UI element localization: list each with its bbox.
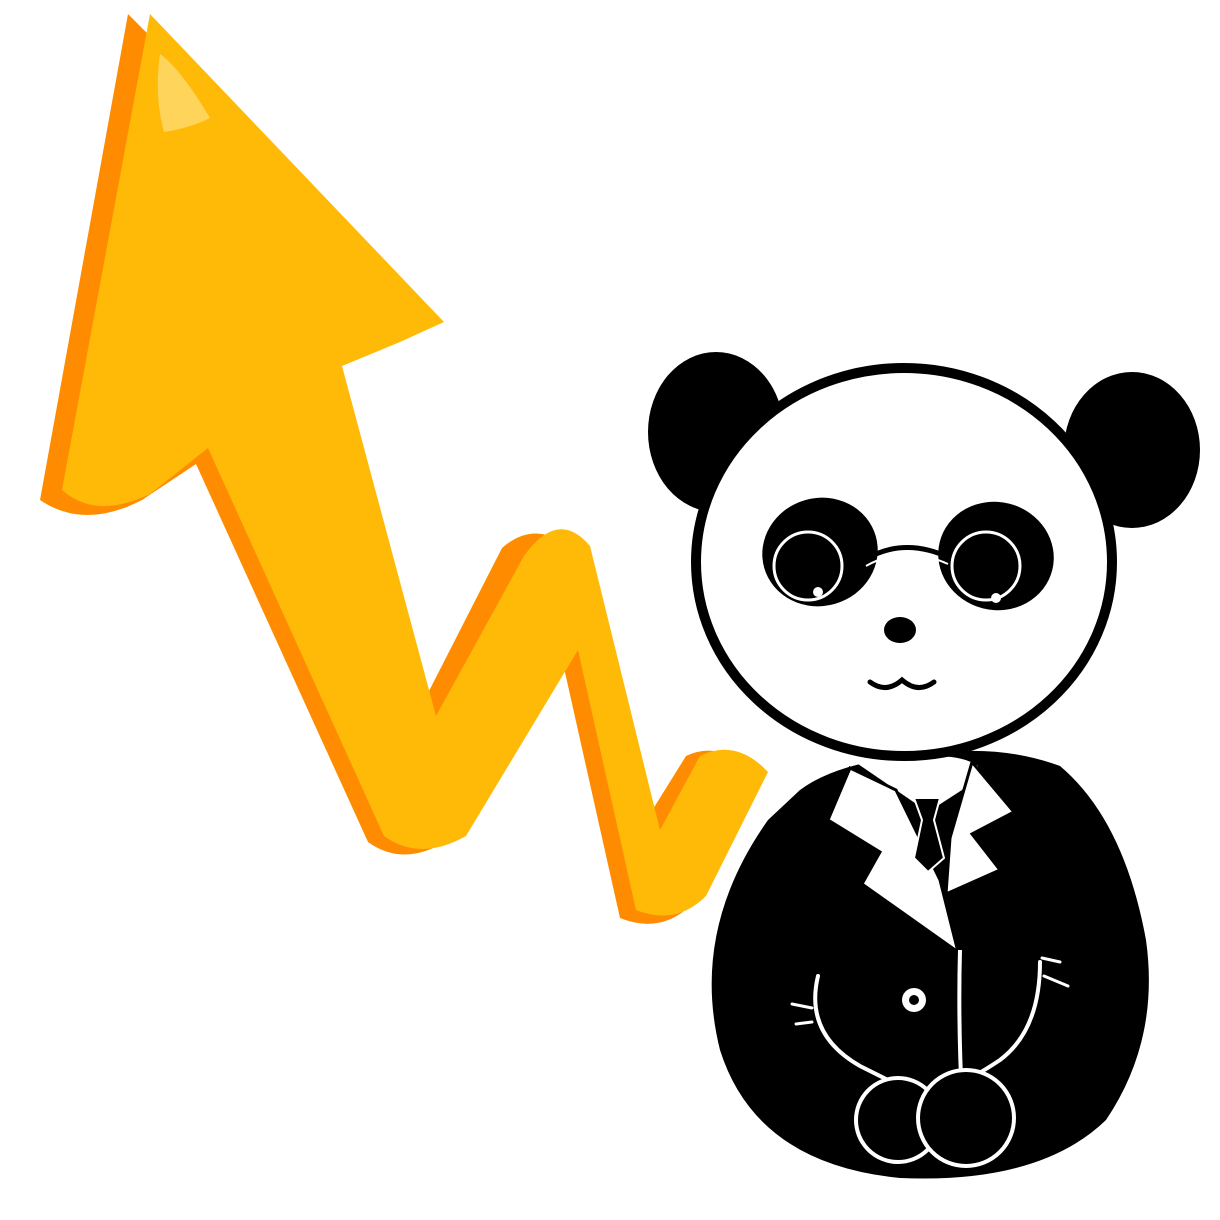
left-arm-cuff bbox=[790, 1002, 814, 1026]
right-paw bbox=[916, 1068, 1016, 1168]
right-glasses-lens bbox=[950, 530, 1022, 602]
arrow-highlight bbox=[157, 54, 210, 132]
tie bbox=[912, 797, 946, 874]
panda-head bbox=[691, 363, 1117, 761]
head-outline bbox=[691, 363, 1117, 761]
panda bbox=[648, 352, 1200, 1179]
panda-mouth bbox=[867, 676, 937, 690]
rising-arrow bbox=[40, 14, 768, 924]
suit-jacket bbox=[711, 750, 1149, 1179]
left-glasses-lens bbox=[772, 530, 844, 602]
panda-suit bbox=[711, 750, 1149, 1179]
panda-nose bbox=[884, 617, 916, 643]
left-lapel bbox=[826, 765, 961, 956]
right-arm-cuff bbox=[1040, 956, 1070, 988]
right-eye-patch bbox=[938, 501, 1054, 611]
right-lapel bbox=[944, 758, 1017, 897]
arrow-body bbox=[62, 14, 768, 916]
glasses-bridge-inner bbox=[865, 553, 949, 567]
glasses-bridge bbox=[862, 545, 952, 563]
left-eye-patch bbox=[762, 497, 878, 607]
shirt-collar bbox=[858, 756, 978, 812]
right-eye-shine bbox=[991, 593, 1001, 603]
left-eye-shine bbox=[813, 587, 823, 597]
